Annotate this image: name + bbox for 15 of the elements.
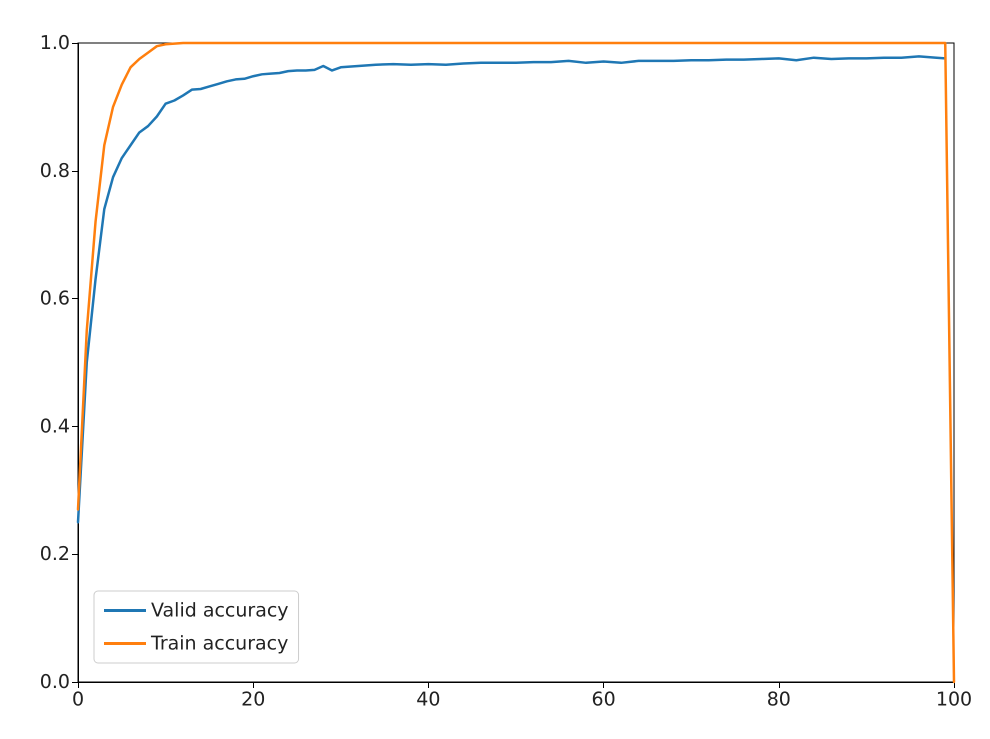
x-tick-label: 80 — [766, 688, 791, 710]
line-series — [76, 55, 946, 524]
y-tick-label: 1.0 — [40, 32, 70, 54]
legend-label: Train accuracy — [150, 632, 288, 654]
x-tick-label: 100 — [936, 688, 972, 710]
x-tick-label: 20 — [241, 688, 266, 710]
y-tick-label: 0.0 — [40, 671, 70, 693]
x-tick-label: 40 — [416, 688, 440, 710]
y-tick-label: 0.8 — [40, 160, 70, 182]
y-tick-label: 0.6 — [40, 288, 70, 310]
x-tick-label: 0 — [72, 688, 84, 710]
legend-label: Valid accuracy — [151, 600, 289, 622]
y-tick-label: 0.4 — [40, 415, 70, 438]
x-tick-label: 60 — [592, 688, 616, 710]
y-tick-label: 0.2 — [40, 543, 70, 566]
